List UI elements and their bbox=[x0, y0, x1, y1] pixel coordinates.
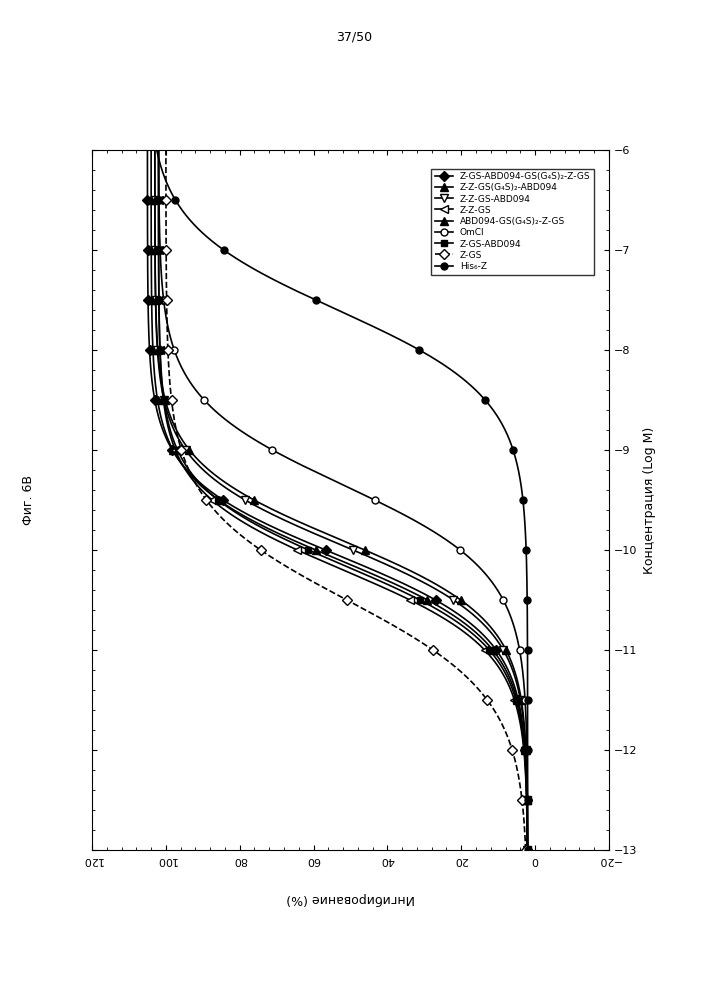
Legend: Z-GS-ABD094-GS(G₄S)₂-Z-GS, Z-Z-GS(G₄S)₂-ABD094, Z-Z-GS-ABD094, Z-Z-GS, ABD094-GS: Z-GS-ABD094-GS(G₄S)₂-Z-GS, Z-Z-GS(G₄S)₂-… bbox=[431, 169, 594, 275]
Y-axis label: Концентрация (Log M): Концентрация (Log M) bbox=[643, 426, 656, 574]
X-axis label: Ингибирование (%): Ингибирование (%) bbox=[286, 892, 415, 905]
Text: Фиг. 6B: Фиг. 6B bbox=[22, 475, 35, 525]
Text: 37/50: 37/50 bbox=[336, 30, 372, 43]
